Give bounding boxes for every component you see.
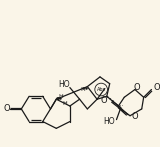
Text: O: O (131, 112, 138, 121)
Text: HO: HO (58, 80, 70, 89)
Text: O: O (100, 96, 107, 105)
Text: H: H (63, 101, 67, 106)
Text: O: O (153, 83, 160, 92)
Text: Abs: Abs (97, 87, 106, 92)
Text: ...: ... (118, 102, 124, 107)
Text: HO: HO (103, 117, 115, 126)
Text: H: H (80, 87, 85, 92)
Text: O: O (134, 83, 140, 92)
Text: H: H (59, 94, 64, 99)
Text: O: O (4, 104, 10, 113)
